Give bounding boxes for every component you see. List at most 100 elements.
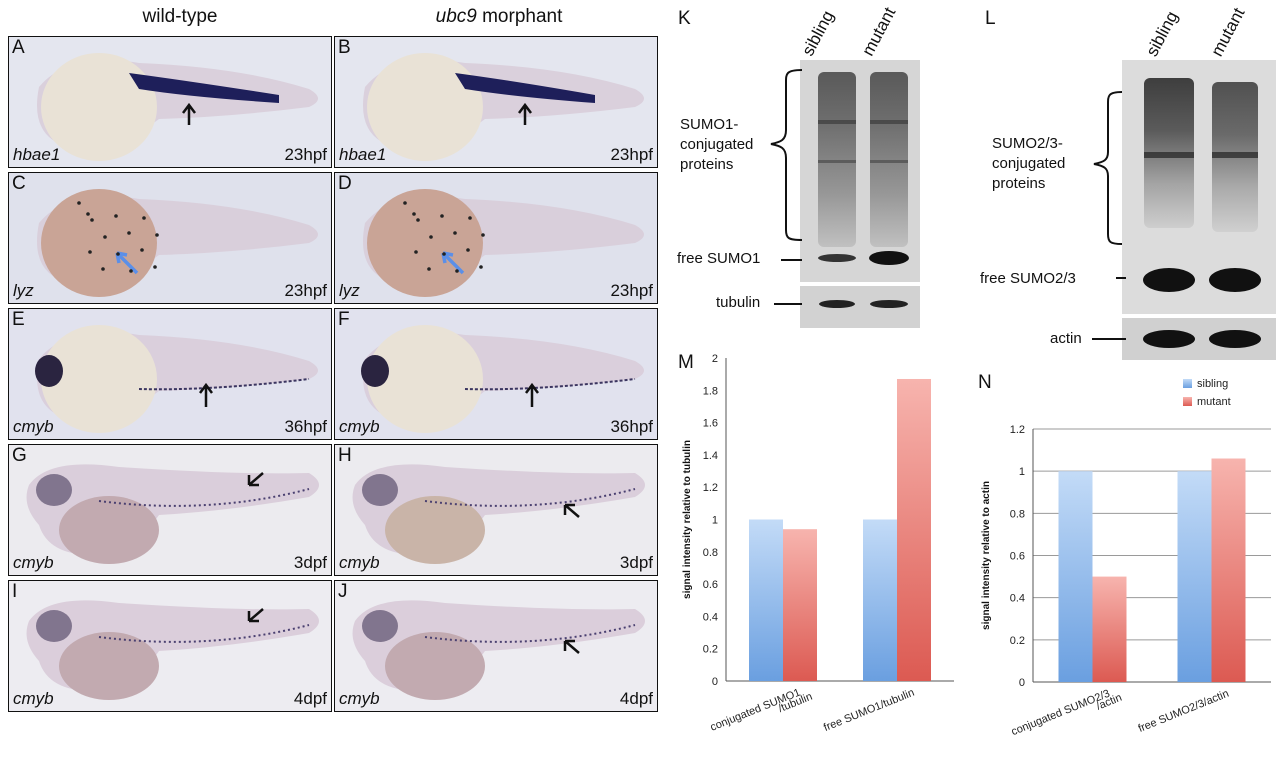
y-tick-label: 1.4 — [703, 450, 718, 462]
lane-label-sibling-k: sibling — [798, 7, 838, 59]
blot-l-bands — [1143, 78, 1261, 292]
panel-letter: A — [12, 37, 25, 58]
blot-l-label-line2: conjugated — [992, 155, 1066, 172]
blot-l-label-line3: proteins — [992, 175, 1046, 192]
stage-label: 23hpf — [610, 281, 653, 300]
y-tick-label: 0.4 — [1010, 593, 1025, 605]
panel-label-n: N — [978, 372, 992, 393]
embryo-illustration — [363, 53, 644, 161]
y-tick-label: 2 — [712, 353, 718, 365]
bar-sibling — [749, 519, 783, 681]
y-axis-label: signal intensity relative to actin — [981, 481, 992, 630]
blot-l-label-line1: SUMO2/3- — [992, 135, 1063, 152]
gene-label: hbae1 — [13, 145, 61, 164]
column-header-morphant: ubc9 morphant — [334, 6, 664, 28]
blot-l-main — [1122, 60, 1276, 314]
lane-label-mutant-l: mutant — [1207, 4, 1249, 60]
bar-mutant — [1092, 576, 1127, 682]
bar-sibling — [863, 519, 897, 681]
blot-l-loading — [1122, 318, 1276, 360]
blot-k-annotations — [770, 69, 803, 305]
stage-label: 36hpf — [284, 417, 327, 436]
blot-l-actin-bands — [1143, 330, 1261, 348]
bar-sibling — [1058, 471, 1093, 682]
panel-letter: I — [12, 581, 18, 602]
morphant-gene-name: ubc9 — [435, 6, 477, 27]
blot-k-main — [800, 60, 920, 282]
gene-label: lyz — [13, 281, 34, 300]
stage-label: 3dpf — [619, 553, 653, 572]
gene-label: lyz — [339, 281, 360, 300]
blot-k-label-line2: conjugated — [680, 136, 754, 153]
y-tick-label: 0.8 — [1010, 508, 1025, 520]
embryo-illustration — [26, 600, 320, 700]
y-tick-label: 0.6 — [703, 579, 718, 591]
y-tick-label: 0.8 — [703, 547, 718, 559]
stage-label: 23hpf — [284, 145, 327, 164]
embryo-illustration — [26, 464, 320, 564]
legend-label-sibling: sibling — [1197, 378, 1228, 390]
stage-label: 36hpf — [610, 417, 653, 436]
embryo-illustration — [352, 600, 645, 700]
gene-label: cmyb — [339, 553, 380, 572]
gene-label: cmyb — [13, 689, 54, 708]
blot-l-free-label: free SUMO2/3 — [980, 270, 1076, 287]
blot-k-label-line3: proteins — [680, 156, 734, 173]
panel-label-l: L — [985, 8, 996, 29]
y-tick-label: 1 — [1019, 466, 1025, 478]
blot-k-conjugated-label: SUMO1- conjugated proteins — [680, 115, 753, 175]
embryo-illustration — [37, 189, 318, 297]
bar-mutant — [1211, 458, 1246, 682]
y-axis-label: signal intensity relative to tubulin — [682, 440, 693, 599]
blot-k-bands — [818, 72, 909, 265]
gene-label: cmyb — [13, 553, 54, 572]
panel-letter: B — [338, 37, 351, 58]
blot-l-conjugated-label: SUMO2/3- conjugated proteins — [992, 134, 1065, 194]
y-tick-label: 1 — [712, 515, 718, 527]
panel-letter: G — [12, 445, 27, 466]
panel-letter: E — [12, 309, 25, 330]
stage-label: 4dpf — [293, 689, 327, 708]
panel-letter: C — [12, 173, 26, 194]
panel-letter: H — [338, 445, 352, 466]
blot-k-tubulin-bands — [819, 300, 908, 308]
gene-label: cmyb — [339, 689, 380, 708]
y-tick-label: 0.4 — [703, 611, 718, 623]
lane-label-sibling-l: sibling — [1142, 8, 1182, 60]
blot-k-label-line1: SUMO1- — [680, 116, 739, 133]
y-tick-label: 0.2 — [1010, 635, 1025, 647]
embryo-illustration — [363, 189, 644, 297]
y-tick-label: 1.2 — [1010, 424, 1025, 436]
embryo-illustration — [35, 325, 318, 433]
embryo-illustration — [352, 464, 645, 564]
stage-label: 3dpf — [293, 553, 327, 572]
legend-swatch-sibling — [1183, 379, 1192, 388]
embryo-illustration — [361, 325, 644, 433]
y-tick-label: 0.2 — [703, 644, 718, 656]
blot-l-loading-label: actin — [1050, 330, 1082, 347]
morphant-suffix: morphant — [476, 6, 563, 27]
y-tick-label: 1.8 — [703, 385, 718, 397]
stage-label: 23hpf — [284, 281, 327, 300]
blot-k-loading — [800, 286, 920, 328]
legend-label-mutant: mutant — [1197, 396, 1231, 408]
y-tick-label: 1.6 — [703, 418, 718, 430]
stage-label: 23hpf — [610, 145, 653, 164]
panel-letter: F — [338, 309, 350, 330]
gene-label: hbae1 — [339, 145, 387, 164]
bar-mutant — [897, 378, 931, 681]
panel-letter: D — [338, 173, 352, 194]
blot-k-free-label: free SUMO1 — [677, 250, 761, 267]
legend-swatch-mutant — [1183, 397, 1192, 406]
blot-l-annotations — [1092, 91, 1126, 340]
